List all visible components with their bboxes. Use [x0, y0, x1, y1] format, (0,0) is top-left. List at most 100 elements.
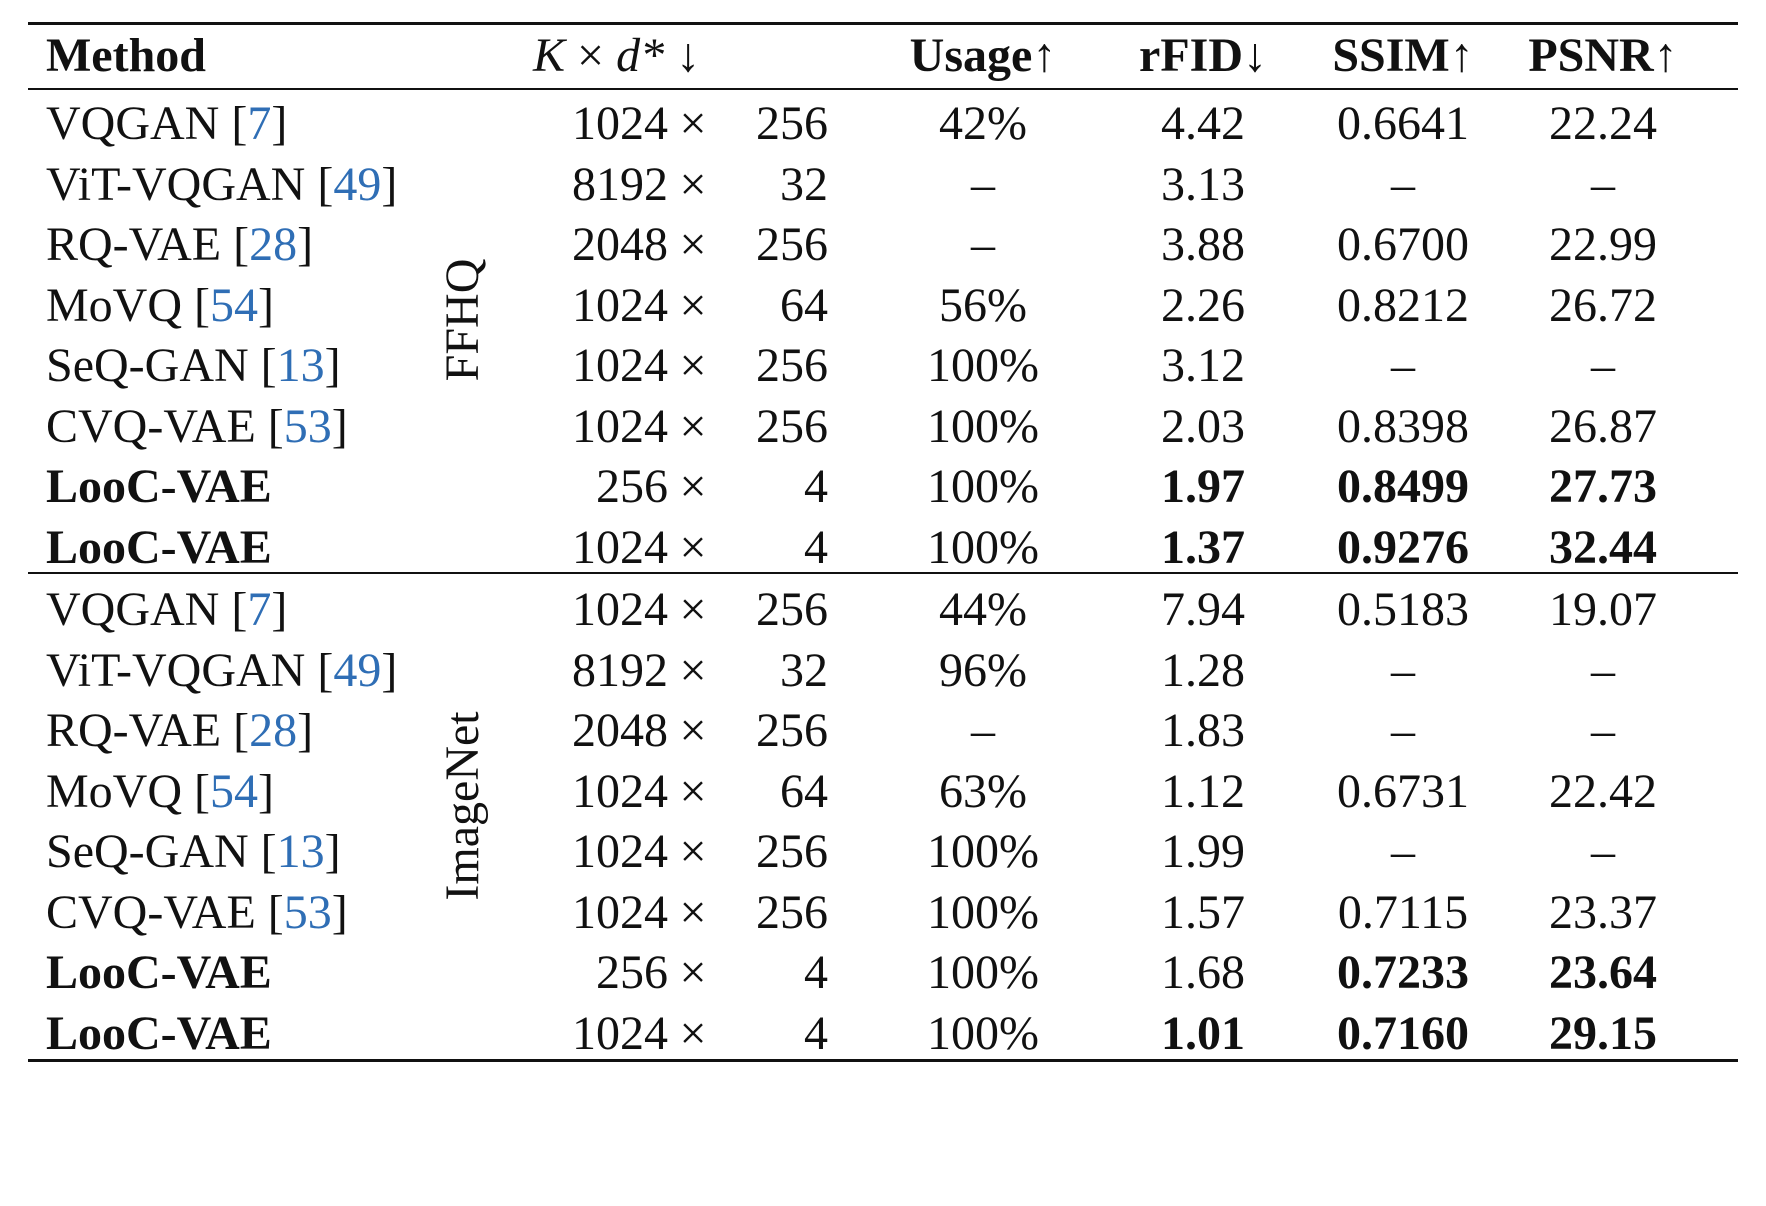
method-name: LooC-VAE — [46, 520, 272, 574]
cite-close: ] — [324, 825, 341, 878]
table-row: ViT-VQGAN [49] 8192 × 32 96% 1.28 – – — [28, 637, 1738, 705]
cite-open: [ — [219, 583, 248, 636]
citation-link[interactable]: 49 — [333, 157, 382, 211]
ssim-cell: 0.8398 — [1337, 399, 1469, 453]
rfid-cell: 1.97 — [1161, 460, 1245, 513]
ssim-cell: 0.6641 — [1337, 97, 1469, 150]
group-separator-rule — [28, 572, 1738, 574]
citation-link[interactable]: 13 — [276, 339, 325, 392]
psnr-cell: 22.99 — [1549, 218, 1657, 271]
header-psnr: PSNR↑ — [1528, 29, 1678, 82]
codebook-d: 256 — [756, 339, 828, 392]
citation-link[interactable]: 28 — [249, 218, 298, 271]
ssim-cell: – — [1391, 643, 1415, 697]
method-cell: CVQ-VAE [53] — [46, 879, 348, 947]
citation-link[interactable]: 28 — [249, 704, 298, 757]
codebook-size-cell: 1024 × 256 — [518, 332, 898, 400]
method-cell: RQ-VAE [28] — [46, 211, 313, 279]
ssim-cell: 0.7233 — [1337, 946, 1469, 999]
citation-link[interactable]: 54 — [210, 764, 258, 818]
rfid-cell: 1.01 — [1161, 1006, 1245, 1060]
method-cell: ViT-VQGAN [49] — [46, 151, 397, 219]
citation-link[interactable]: 7 — [247, 97, 272, 150]
cite-close: ] — [381, 157, 398, 211]
times-sign: × — [679, 157, 707, 211]
citation-link[interactable]: 7 — [247, 583, 272, 636]
codebook-k: 2048 — [572, 704, 668, 757]
psnr-cell: 27.73 — [1549, 460, 1657, 513]
cite-open: [ — [182, 278, 210, 332]
cite-open: [ — [255, 399, 284, 453]
codebook-k: 1024 — [572, 97, 668, 150]
codebook-k: 8192 — [572, 157, 668, 211]
codebook-k: 1024 — [572, 339, 668, 392]
usage-cell: 56% — [939, 278, 1027, 332]
citation-link[interactable]: 53 — [283, 399, 332, 453]
codebook-size-cell: 1024 × 256 — [518, 818, 898, 886]
codebook-size-cell: 1024 × 256 — [518, 393, 898, 461]
header-ssim: SSIM↑ — [1332, 29, 1474, 82]
psnr-cell: 22.24 — [1549, 97, 1657, 150]
header-rfid: rFID↓ — [1139, 29, 1267, 82]
usage-cell: 100% — [927, 825, 1039, 878]
ssim-cell: 0.8212 — [1337, 278, 1469, 332]
header-k-arrow: ↓ — [676, 29, 701, 82]
codebook-d: 4 — [804, 460, 828, 513]
results-table: Method K × d* ↓ Usage↑ rFID↓ SSIM↑ PSNR↑… — [28, 22, 1738, 1197]
times-sign: × — [679, 399, 707, 453]
ssim-cell: 0.5183 — [1337, 583, 1469, 636]
method-name: SeQ-GAN — [46, 825, 249, 878]
cite-close: ] — [258, 278, 274, 332]
usage-cell: 42% — [939, 97, 1027, 150]
times-sign: × — [679, 583, 707, 636]
usage-cell: – — [971, 218, 995, 271]
cite-open: [ — [221, 218, 250, 271]
ssim-cell: 0.8499 — [1337, 460, 1469, 513]
codebook-k: 1024 — [572, 399, 668, 453]
psnr-cell: 23.64 — [1549, 946, 1657, 999]
rfid-cell: 3.88 — [1161, 218, 1245, 271]
codebook-d: 4 — [804, 946, 828, 999]
rfid-cell: 1.12 — [1161, 764, 1245, 818]
psnr-cell: 29.15 — [1549, 1006, 1657, 1060]
citation-link[interactable]: 54 — [210, 278, 258, 332]
method-cell: RQ-VAE [28] — [46, 697, 313, 765]
header-usage: Usage↑ — [909, 29, 1057, 82]
method-name: ViT-VQGAN — [46, 643, 306, 697]
method-cell: MoVQ [54] — [46, 758, 274, 826]
rfid-cell: 1.83 — [1161, 704, 1245, 757]
usage-cell: 100% — [927, 520, 1039, 574]
psnr-cell: 23.37 — [1549, 885, 1657, 939]
header-rule — [28, 88, 1738, 90]
codebook-k: 1024 — [572, 520, 668, 574]
citation-link[interactable]: 49 — [333, 643, 382, 697]
citation-link[interactable]: 53 — [283, 885, 332, 939]
codebook-size-cell: 2048 × 256 — [518, 697, 898, 765]
method-name: CVQ-VAE — [46, 399, 256, 453]
codebook-d: 64 — [780, 278, 828, 332]
citation-link[interactable]: 13 — [276, 825, 325, 878]
times-sign: × — [679, 825, 707, 878]
cite-close: ] — [331, 885, 348, 939]
ssim-cell: – — [1391, 825, 1415, 878]
times-sign: × — [679, 704, 707, 757]
codebook-size-cell: 8192 × 32 — [518, 151, 898, 219]
codebook-k: 1024 — [572, 885, 668, 939]
psnr-cell: – — [1591, 643, 1615, 697]
times-sign: × — [679, 643, 707, 697]
times-sign: × — [679, 339, 707, 392]
codebook-d: 4 — [804, 1006, 828, 1060]
rfid-cell: 1.68 — [1161, 946, 1245, 999]
cite-close: ] — [297, 704, 314, 757]
ssim-cell: – — [1391, 339, 1415, 392]
table-row: VQGAN [7] 1024 × 256 42% 4.42 0.6641 22.24 — [28, 90, 1738, 158]
codebook-k: 256 — [596, 460, 668, 513]
table-row: ViT-VQGAN [49] 8192 × 32 – 3.13 – – — [28, 151, 1738, 219]
top-rule — [28, 22, 1738, 25]
codebook-d: 256 — [756, 218, 828, 271]
usage-cell: 96% — [939, 643, 1027, 697]
table-row: SeQ-GAN [13] 1024 × 256 100% 1.99 – – — [28, 818, 1738, 886]
method-cell: VQGAN [7] — [46, 576, 287, 644]
method-cell: LooC-VAE — [46, 939, 272, 1007]
times-sign: × — [679, 764, 707, 818]
